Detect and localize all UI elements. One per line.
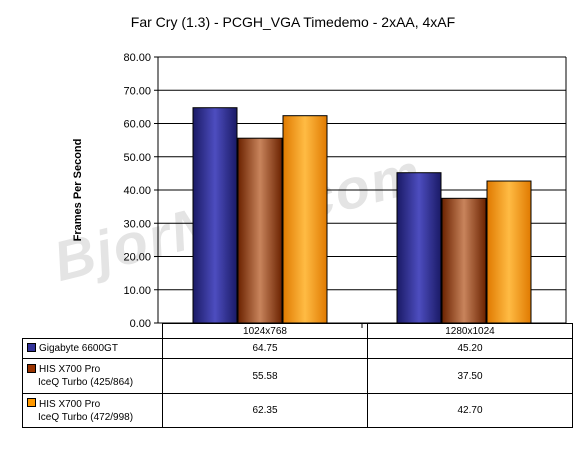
data-table: 1024x768 1280x1024 Gigabyte 6600GT 64.75… xyxy=(22,323,573,428)
data-label: 62.35 xyxy=(162,393,368,428)
bar xyxy=(441,197,487,324)
series-name: Gigabyte 6600GT xyxy=(39,343,118,354)
y-tick-label: 40.00 xyxy=(123,185,151,197)
category-label: 1280x1024 xyxy=(367,323,573,339)
y-tick-label: 30.00 xyxy=(123,218,151,230)
data-label: 45.20 xyxy=(367,338,573,359)
table-row: HIS X700 Pro IceQ Turbo (472/998) 62.35 … xyxy=(22,393,573,428)
category-label: 1024x768 xyxy=(162,323,368,339)
y-tick-label: 10.00 xyxy=(123,285,151,297)
data-label: 64.75 xyxy=(162,338,368,359)
y-tick-label: 50.00 xyxy=(123,152,151,164)
bar xyxy=(486,180,532,324)
legend-entry: Gigabyte 6600GT xyxy=(22,338,163,359)
legend-swatch xyxy=(27,363,36,373)
series-name: HIS X700 Pro xyxy=(39,364,101,375)
data-label: 37.50 xyxy=(367,358,573,394)
series-name-line2: IceQ Turbo (425/864) xyxy=(38,377,134,388)
y-tick-label: 80.00 xyxy=(123,52,151,64)
y-tick-label: 60.00 xyxy=(123,119,151,131)
y-tick-label: 70.00 xyxy=(123,85,151,97)
series-name: HIS X700 Pro xyxy=(39,398,101,410)
bar xyxy=(396,172,442,324)
bar xyxy=(282,115,328,324)
bar xyxy=(237,137,283,324)
chart-title: Far Cry (1.3) - PCGH_VGA Timedemo - 2xAA… xyxy=(130,14,456,30)
data-label: 42.70 xyxy=(367,393,573,428)
table-corner xyxy=(22,323,163,339)
legend-swatch xyxy=(27,398,36,408)
y-tick-label: 20.00 xyxy=(123,252,151,264)
table-row: HIS X700 Pro IceQ Turbo (425/864) 55.58 … xyxy=(22,358,573,394)
legend-entry: HIS X700 Pro IceQ Turbo (425/864) xyxy=(22,358,163,394)
series-name-line2: IceQ Turbo (472/998) xyxy=(38,411,134,423)
legend-swatch xyxy=(27,342,36,352)
table-row: Gigabyte 6600GT 64.75 45.20 xyxy=(22,338,573,359)
table-header-row: 1024x768 1280x1024 xyxy=(22,323,573,339)
data-label: 55.58 xyxy=(162,358,368,394)
legend-entry: HIS X700 Pro IceQ Turbo (472/998) xyxy=(22,393,163,428)
bar xyxy=(192,107,238,324)
